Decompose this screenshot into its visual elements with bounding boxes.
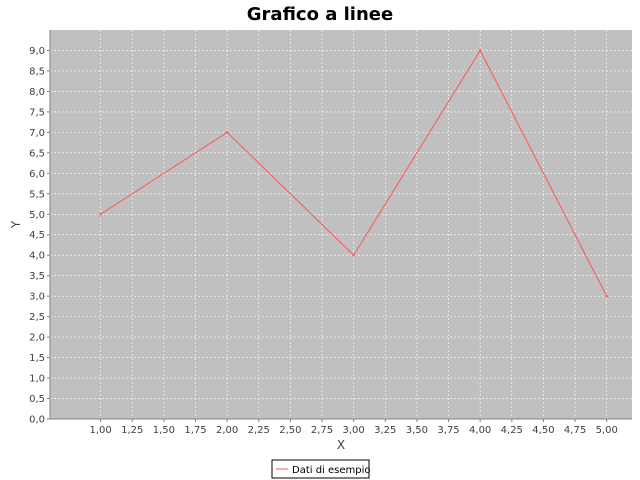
grid-lines: [50, 30, 632, 420]
y-tick-label: 5,5: [29, 189, 45, 200]
x-tick-label: 3,25: [374, 425, 396, 436]
x-tick-label: 1,75: [184, 425, 206, 436]
x-tick-label: 1,00: [89, 425, 111, 436]
x-tick-label: 2,25: [248, 425, 270, 436]
y-tick-label: 0,0: [29, 415, 45, 426]
x-tick-label: 1,25: [121, 425, 143, 436]
y-tick-label: 6,5: [29, 148, 45, 159]
y-tick-label: 5,0: [29, 210, 45, 221]
y-tick-label: 3,0: [29, 292, 45, 303]
legend-label: Dati di esempio: [292, 465, 371, 476]
data-point: [605, 294, 608, 298]
y-tick-label: 2,5: [29, 312, 45, 323]
y-tick-label: 4,5: [29, 230, 45, 241]
y-tick-label: 7,5: [29, 107, 45, 118]
x-tick-label: 3,50: [406, 425, 428, 436]
y-axis-label: Y: [9, 220, 23, 229]
x-tick-label: 4,00: [469, 425, 491, 436]
legend-box: [271, 459, 370, 479]
data-point: [225, 131, 229, 134]
y-tick-label: 4,0: [29, 251, 45, 262]
x-tick-label: 4,50: [532, 425, 554, 436]
x-tick-label: 1,50: [153, 425, 175, 436]
data-point: [478, 49, 482, 52]
y-axis-ticks: 0,0 0,5 1,0 1,5 2,0 2,5 3,0 3,5 4,0 4,5 5,0 5,5 6,0 6…: [29, 46, 50, 426]
legend: Dati di esempio: [271, 459, 371, 479]
x-tick-label: 4,25: [501, 425, 523, 436]
chart-title: Grafico a linee: [247, 4, 393, 25]
y-tick-label: 2,0: [29, 333, 45, 344]
x-tick-label: 5,00: [596, 425, 618, 436]
x-tick-label: 2,00: [216, 425, 238, 436]
x-axis-label: X: [337, 438, 345, 452]
x-tick-label: 2,50: [279, 425, 301, 436]
axes: [49, 30, 632, 420]
y-tick-label: 8,0: [29, 87, 45, 98]
x-axis-ticks: 1,00 1,25 1,50 1,75 2,00 2,25 2,50 2,75 3,00 3,25…: [89, 419, 618, 436]
y-tick-label: 8,5: [29, 66, 45, 77]
y-tick-label: 0,5: [29, 394, 45, 405]
y-tick-label: 3,5: [29, 271, 45, 282]
y-tick-label: 1,5: [29, 353, 45, 364]
x-tick-label: 3,00: [343, 425, 365, 436]
y-tick-label: 1,0: [29, 374, 45, 385]
series-layer: [99, 49, 608, 298]
data-point: [99, 213, 102, 216]
y-tick-label: 9,0: [29, 46, 45, 57]
x-tick-label: 3,75: [437, 425, 459, 436]
x-tick-label: 4,75: [564, 425, 586, 436]
plot-area: [50, 30, 632, 419]
y-tick-label: 6,0: [29, 169, 45, 180]
y-tick-label: 7,0: [29, 128, 45, 139]
x-tick-label: 2,75: [311, 425, 333, 436]
data-point: [352, 254, 355, 257]
